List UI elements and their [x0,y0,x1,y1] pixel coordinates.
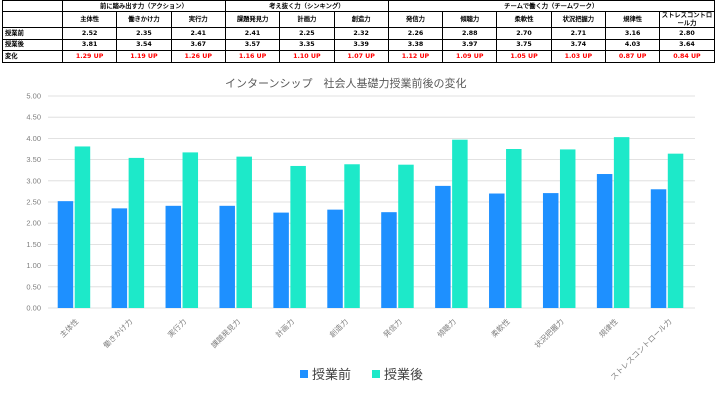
table-cell: 2.80 [659,27,715,40]
x-tick-label: 働きかけ力 [101,316,135,350]
y-tick-label: 1.00 [26,261,41,270]
legend-swatch [300,370,308,378]
table-group-row: 前に踏み出す力（アクション） 考え抜く力（シンキング） チームで働く力（チームワーク… [2,0,715,13]
bar-after [452,139,468,308]
table-cell: 1.05 UP [496,50,552,63]
table-cell: 3.67 [170,38,226,52]
y-tick-label: 1.50 [26,240,41,249]
table-row: 変化 1.29 UP 1.19 UP 1.26 UP 1.16 UP 1.10 UP 1.0… [2,50,715,63]
bar-after [667,153,684,308]
bar-before [327,209,343,308]
table-row-label: 授業前 [2,27,63,40]
table-cell: 3.35 [279,38,335,52]
x-tick-label: 課題発見力 [209,316,243,350]
table-cell: 1.16 UP [224,50,281,63]
bar-before [57,201,74,308]
bar-after [613,137,630,308]
bar-after [128,157,145,308]
x-tick-label: 状況把握力 [532,316,566,350]
table-cell: 3.54 [116,38,172,52]
table-cell: 3.75 [496,38,552,52]
bar-before [111,208,128,308]
summary-table: 前に踏み出す力（アクション） 考え抜く力（シンキング） チームで働く力（チームワーク… [2,0,715,63]
x-tick-label: 柔軟性 [489,316,512,339]
table-group-header: 考え抜く力（シンキング） [224,0,389,13]
bar-before [165,205,182,308]
bar-before [542,193,559,308]
table-cell: 2.26 [387,27,444,40]
y-tick-label: 0.50 [26,282,41,291]
table-cell: 2.70 [496,27,552,40]
y-tick-label: 5.00 [26,92,41,101]
x-tick-label: 創造力 [327,316,350,339]
bar-before [650,189,667,308]
table-group-header: 前に踏み出す力（アクション） [62,0,226,13]
y-tick-label: 4.50 [26,113,41,122]
table-cell: 2.35 [116,27,172,40]
x-tick-label: 発信力 [381,316,404,339]
table-cell: 1.26 UP [170,50,226,63]
bar-after [559,149,576,308]
y-tick-label: 3.00 [26,176,41,185]
table-cell: 3.81 [61,38,118,52]
x-tick-label: 傾聴力 [435,316,458,339]
table-cell: 1.09 UP [442,50,498,63]
table-header-row: 主体性 働きかけ力 実行力 課題発見力 計画力 創造力 発信力 傾聴力 柔軟性 状況把握力 規律性ス… [2,11,715,29]
table-cell: 2.41 [170,27,226,40]
table-group-header: チームで働く力（チームワーク） [387,0,715,13]
y-tick-label: 0.00 [26,304,41,313]
bar-before [435,185,451,308]
table-cell: 1.10 UP [279,50,335,63]
y-tick-label: 2.50 [26,198,41,207]
bar-before [381,212,397,308]
table-cell: 3.64 [659,38,715,52]
table-cell: 3.39 [333,38,389,52]
x-tick-label: 主体性 [57,316,80,339]
legend-swatch [372,370,380,378]
legend-label: 授業後 [384,367,423,383]
table-row: 授業後 3.81 3.54 3.67 3.57 3.35 3.39 3.38 3.97 3.75 3… [2,38,715,52]
bar-after [290,165,306,308]
x-tick-label: ストレスコントロール力 [608,316,673,381]
legend-label: 授業前 [312,367,351,383]
x-tick-label: 計画力 [273,316,296,339]
bar-before [219,205,235,308]
y-tick-label: 3.50 [26,155,41,164]
table-row: 授業前 2.52 2.35 2.41 2.41 2.25 2.32 2.26 2.88 2.70 2… [2,27,715,40]
x-tick-label: 規律性 [597,316,620,339]
x-tick-label: 実行力 [165,316,188,339]
bar-after [74,146,91,308]
table-cell: 1.19 UP [116,50,172,63]
table-cell: 2.71 [550,27,607,40]
y-tick-label: 2.00 [26,219,41,228]
table-cell: 4.03 [604,38,661,52]
table-cell: 1.03 UP [550,50,607,63]
y-tick-label: 4.00 [26,134,41,143]
table-cell: 3.74 [550,38,607,52]
bar-after [344,164,360,308]
table-cell: 2.32 [333,27,389,40]
table-cell: 0.84 UP [659,50,715,63]
table-cell: 1.07 UP [333,50,389,63]
table-corner-cell [2,0,63,13]
bar-after [398,164,414,308]
bar-after [236,156,252,308]
chart-title: インターンシップ 社会人基礎力授業前後の変化 [225,76,466,90]
bar-before [596,174,613,308]
bar-after [506,149,522,308]
bar-after [182,152,199,308]
bar-before [489,193,505,308]
bar-before [273,212,289,308]
